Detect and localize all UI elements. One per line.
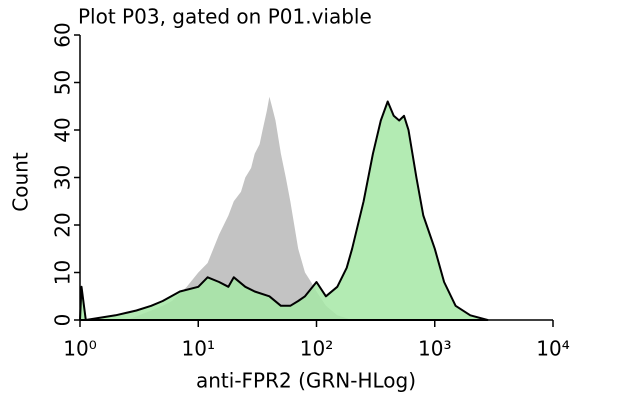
- x-tick-label: 10⁴: [536, 337, 569, 361]
- x-tick-label: 10³: [418, 337, 451, 361]
- x-tick-label: 10²: [300, 337, 333, 361]
- y-tick-label: 40: [51, 117, 75, 142]
- x-axis-label: anti-FPR2 (GRN-HLog): [196, 369, 416, 393]
- y-tick-label: 10: [51, 260, 75, 285]
- y-tick-label: 20: [51, 212, 75, 237]
- y-tick-label: 30: [51, 165, 75, 190]
- y-tick-label: 0: [51, 314, 75, 327]
- x-tick-label: 10¹: [182, 337, 215, 361]
- chart-title: Plot P03, gated on P01.viable: [78, 5, 372, 29]
- x-tick-label: 10⁰: [63, 337, 96, 361]
- y-tick-label: 50: [51, 70, 75, 95]
- y-tick-label: 60: [51, 22, 75, 47]
- histogram-area: [127, 96, 353, 320]
- histogram-area: [79, 100, 489, 321]
- y-axis-label: Count: [9, 152, 33, 212]
